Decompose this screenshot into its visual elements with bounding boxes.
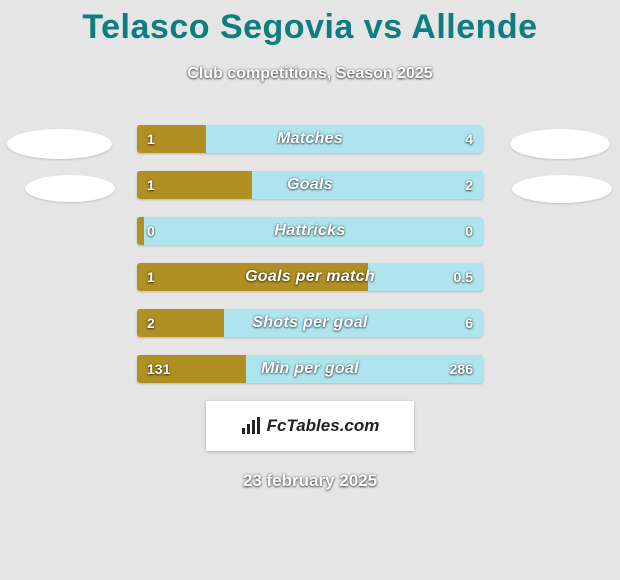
bar-chart: 1Matches4 1Goals2 0Hattricks0 1Goals per ma… xyxy=(137,125,483,383)
player-oval-left-1 xyxy=(7,129,112,159)
stat-row: 1Goals2 xyxy=(137,171,483,199)
site-logo-text: FcTables.com xyxy=(267,416,380,436)
stat-row: 2Shots per goal6 xyxy=(137,309,483,337)
player-oval-left-2 xyxy=(25,175,115,202)
comparison-chart: 1Matches4 1Goals2 0Hattricks0 1Goals per ma… xyxy=(0,125,620,383)
player-oval-right-1 xyxy=(510,129,610,159)
stat-label: Goals per match xyxy=(137,263,483,291)
stat-right-value: 6 xyxy=(465,309,473,337)
stat-label: Hattricks xyxy=(137,217,483,245)
player-oval-right-2 xyxy=(512,175,612,203)
stat-label: Goals xyxy=(137,171,483,199)
stat-row: 1Matches4 xyxy=(137,125,483,153)
subtitle: Club competitions, Season 2025 xyxy=(0,65,620,83)
stat-right-value: 0.5 xyxy=(454,263,473,291)
stat-right-value: 2 xyxy=(465,171,473,199)
stat-label: Matches xyxy=(137,125,483,153)
stat-row: 0Hattricks0 xyxy=(137,217,483,245)
logo-box: FcTables.com xyxy=(206,401,414,451)
stat-row: 131Min per goal286 xyxy=(137,355,483,383)
stat-right-value: 0 xyxy=(465,217,473,245)
page-title: Telasco Segovia vs Allende xyxy=(0,0,620,47)
stat-label: Min per goal xyxy=(137,355,483,383)
date-label: 23 february 2025 xyxy=(0,471,620,491)
stat-right-value: 4 xyxy=(465,125,473,153)
bar-chart-icon xyxy=(241,417,263,435)
stat-right-value: 286 xyxy=(450,355,473,383)
stat-label: Shots per goal xyxy=(137,309,483,337)
stat-row: 1Goals per match0.5 xyxy=(137,263,483,291)
site-logo: FcTables.com xyxy=(241,416,380,436)
